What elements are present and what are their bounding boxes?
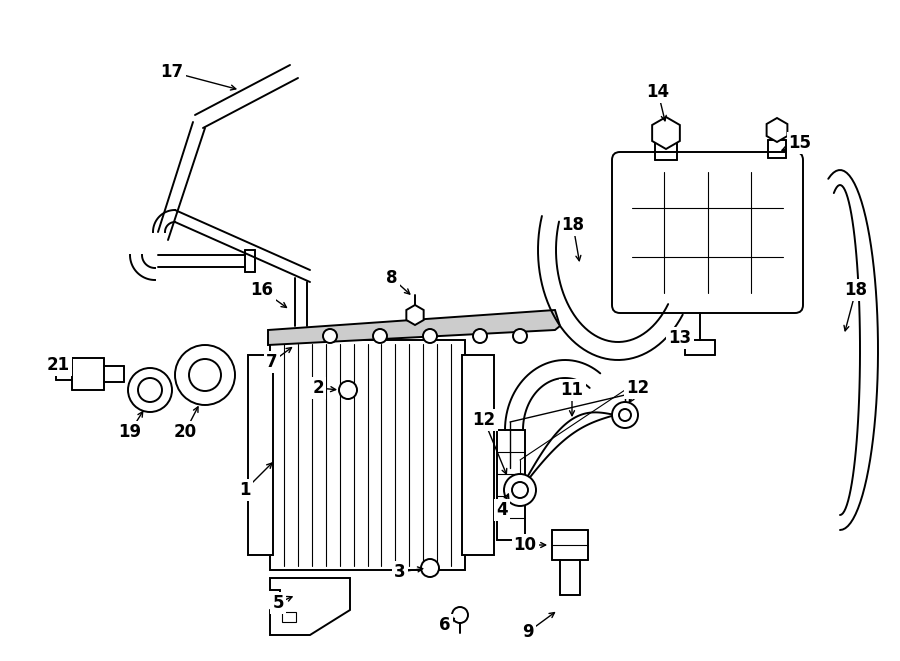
- Circle shape: [421, 559, 439, 577]
- Text: 7: 7: [266, 353, 278, 371]
- Text: 3: 3: [394, 563, 406, 581]
- Circle shape: [452, 607, 468, 623]
- Text: 14: 14: [646, 83, 670, 101]
- Text: 10: 10: [514, 536, 536, 554]
- Circle shape: [138, 378, 162, 402]
- Circle shape: [373, 329, 387, 343]
- Circle shape: [512, 482, 528, 498]
- FancyBboxPatch shape: [612, 152, 803, 313]
- Text: 15: 15: [788, 134, 812, 152]
- Bar: [248, 355, 273, 555]
- Text: 17: 17: [160, 63, 184, 81]
- Circle shape: [423, 329, 437, 343]
- Bar: [270, 340, 465, 570]
- Bar: [462, 355, 494, 555]
- Circle shape: [473, 329, 487, 343]
- Circle shape: [175, 345, 235, 405]
- Text: 18: 18: [844, 281, 868, 299]
- Text: 19: 19: [119, 423, 141, 441]
- Circle shape: [619, 409, 631, 421]
- Polygon shape: [270, 578, 350, 635]
- Bar: [282, 612, 296, 622]
- Text: 4: 4: [496, 501, 508, 519]
- Circle shape: [128, 368, 172, 412]
- Text: 9: 9: [522, 623, 534, 641]
- Text: 8: 8: [386, 269, 398, 287]
- Circle shape: [189, 359, 221, 391]
- Circle shape: [612, 402, 638, 428]
- Circle shape: [323, 329, 337, 343]
- Text: 18: 18: [562, 216, 584, 234]
- Text: 2: 2: [312, 379, 324, 397]
- Text: 16: 16: [250, 281, 274, 299]
- Text: 1: 1: [239, 481, 251, 499]
- Polygon shape: [268, 310, 560, 345]
- Text: 12: 12: [472, 411, 496, 429]
- Circle shape: [513, 329, 527, 343]
- Text: 13: 13: [669, 329, 691, 347]
- Text: 12: 12: [626, 379, 650, 397]
- Text: 21: 21: [47, 356, 69, 374]
- Text: 20: 20: [174, 423, 196, 441]
- Text: 5: 5: [272, 594, 284, 612]
- Text: 11: 11: [561, 381, 583, 399]
- Circle shape: [339, 381, 357, 399]
- Polygon shape: [497, 430, 525, 540]
- Text: 6: 6: [439, 616, 451, 634]
- Circle shape: [504, 474, 536, 506]
